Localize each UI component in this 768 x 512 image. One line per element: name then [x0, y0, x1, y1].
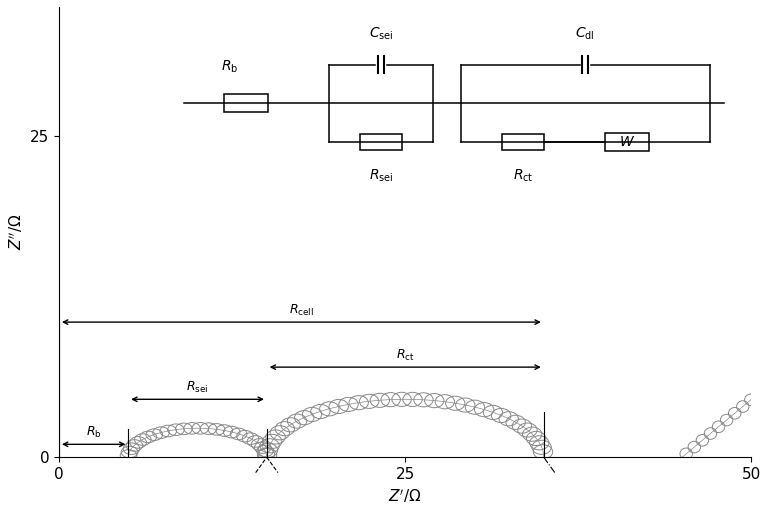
Text: $R_{\rm sei}$: $R_{\rm sei}$	[187, 380, 209, 395]
Text: $C_{\rm sei}$: $C_{\rm sei}$	[369, 25, 393, 41]
Text: $R_{\rm ct}$: $R_{\rm ct}$	[513, 168, 533, 184]
X-axis label: $Z'/\Omega$: $Z'/\Omega$	[389, 487, 422, 505]
Y-axis label: $Z''/\Omega$: $Z''/\Omega$	[7, 214, 25, 250]
Text: $R_{\rm b}$: $R_{\rm b}$	[220, 59, 238, 75]
Text: $C_{\rm dl}$: $C_{\rm dl}$	[575, 25, 595, 41]
Text: $R_{\rm sei}$: $R_{\rm sei}$	[369, 168, 393, 184]
Text: $W$: $W$	[619, 135, 635, 149]
Text: $R_{\rm ct}$: $R_{\rm ct}$	[396, 348, 415, 364]
Text: $R_{\rm b}$: $R_{\rm b}$	[86, 425, 101, 440]
Text: $R_{\rm cell}$: $R_{\rm cell}$	[289, 303, 314, 318]
